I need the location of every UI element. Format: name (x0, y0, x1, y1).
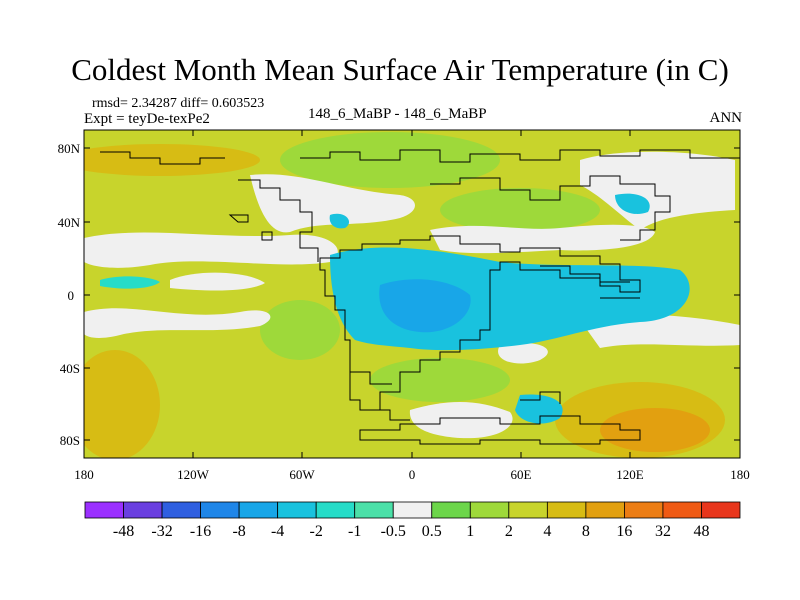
field-white-band-1 (84, 232, 338, 268)
colorbar-label: 4 (543, 523, 551, 540)
coastline-north (300, 149, 740, 163)
field-white-spot (498, 342, 548, 364)
colorbar-label: 16 (616, 523, 632, 540)
coastline-archipelago (540, 265, 640, 299)
colorbar-swatch (277, 501, 317, 519)
lon-label-120w: 120W (177, 467, 210, 482)
colorbar-label: 32 (655, 523, 671, 540)
colorbar-label: -4 (271, 523, 284, 540)
field-white-band-3 (170, 272, 265, 291)
colorbar-label: 1 (466, 523, 474, 540)
colorbar-swatch (662, 501, 702, 519)
stats-text: rmsd= 2.34287 diff= 0.603523 (92, 96, 265, 111)
temperature-field (84, 130, 740, 458)
figure-title: Coldest Month Mean Surface Air Temperatu… (71, 52, 729, 87)
colorbar-swatch (701, 501, 741, 519)
field-white-north-atlantic (250, 174, 415, 233)
lat-label-0: 0 (68, 288, 75, 303)
colorbar-swatch (84, 501, 124, 519)
field-green-northeast (440, 188, 600, 232)
colorbar-label: 48 (693, 523, 709, 540)
colorbar-label: -2 (310, 523, 323, 540)
field-cyan-spot (329, 213, 350, 229)
colorbar-label: -0.5 (381, 523, 406, 540)
lon-label-180w: 180 (74, 467, 94, 482)
coastline-islands-west (228, 214, 273, 241)
colorbar-swatch (123, 501, 163, 519)
lat-label-40s: 40S (60, 361, 80, 376)
coastline-central (319, 235, 641, 411)
colorbar-label: -48 (113, 523, 134, 540)
colorbar-swatch (354, 501, 394, 519)
field-teal-west (100, 276, 160, 289)
lon-label-60w: 60W (289, 467, 315, 482)
lat-label-40n: 40N (58, 215, 81, 230)
colorbar-label: -32 (151, 523, 172, 540)
coastline-west (238, 179, 319, 262)
colorbar-swatch (238, 501, 279, 519)
field-green-south (370, 358, 510, 402)
lon-label-120e: 120E (616, 467, 644, 482)
coastline-south-east (520, 391, 561, 404)
colorbar-label: -8 (232, 523, 245, 540)
lon-label-0: 0 (409, 467, 416, 482)
field-blue-center (379, 279, 471, 333)
colorbar-swatch (315, 501, 356, 519)
colorbar-swatch (546, 501, 587, 519)
coastlines (100, 149, 740, 445)
colorbar-label: 2 (505, 523, 513, 540)
field-white-band-2 (84, 308, 271, 338)
comparison-text: 148_6_MaBP - 148_6_MaBP (308, 106, 487, 122)
season-text: ANN (709, 110, 743, 126)
coastline-northwest (100, 151, 225, 165)
experiment-text: Expt = teyDe-texPe2 (84, 111, 210, 127)
field-white-northeast (580, 151, 735, 230)
lon-ticks (83, 130, 741, 458)
coastline-south-west (350, 371, 410, 421)
colorbar-swatch (624, 501, 664, 519)
field-white-band-asia (430, 224, 655, 254)
colorbar-swatch (161, 501, 201, 519)
colorbar-swatch (585, 501, 625, 519)
field-green-west (260, 300, 340, 360)
field-white-south (409, 401, 513, 439)
lat-ticks (84, 147, 740, 441)
colorbar-swatch (508, 501, 548, 519)
lon-label-180e: 180 (730, 467, 750, 482)
field-warm-southwest (84, 350, 160, 458)
field-cyan-northeast (615, 193, 650, 215)
lon-label-60e: 60E (511, 467, 532, 482)
coastline-northeast (430, 175, 671, 241)
lat-label-80s: 80S (60, 433, 80, 448)
colorbar-swatch (469, 501, 510, 519)
colorbar-label: -16 (190, 523, 211, 540)
colorbar-label: 0.5 (422, 523, 442, 540)
colorbar-swatch (431, 501, 471, 519)
colorbar-label: 8 (582, 523, 590, 540)
coastline-antarctic (359, 415, 641, 445)
colorbar-swatch (200, 501, 240, 519)
colorbar-label: -1 (348, 523, 361, 540)
lat-label-80n: 80N (58, 141, 81, 156)
field-hot-southeast (600, 408, 710, 452)
colorbar: -48 -32 -16 -8 -4 -2 -1 -0.5 0.5 1 2 4 8 16 32 48 (84, 501, 741, 540)
colorbar-swatch (392, 501, 433, 519)
